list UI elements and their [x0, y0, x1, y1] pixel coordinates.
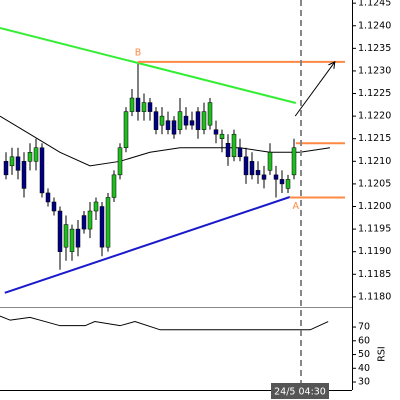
arrow-head	[328, 61, 336, 69]
candle-body	[291, 147, 297, 176]
rsi-tick-label: 60	[358, 335, 370, 346]
rsi-label: RSI	[377, 346, 388, 361]
rsi-line	[0, 315, 329, 331]
candle-body	[189, 120, 195, 126]
candle-body	[57, 210, 63, 252]
candle-body	[207, 102, 213, 126]
candle-body	[273, 174, 279, 180]
candle-body	[213, 129, 219, 135]
trend-line	[0, 27, 297, 104]
candle-body	[111, 174, 117, 198]
candle-body	[21, 161, 27, 189]
candle-body	[171, 120, 177, 135]
candle-body	[81, 215, 87, 230]
y-tick-label: 1.1225	[358, 88, 391, 99]
y-tick-label: 1.1230	[358, 65, 391, 76]
candle-body	[69, 228, 75, 252]
annotation: B	[135, 47, 142, 58]
candle-body	[237, 147, 243, 158]
y-tick-label: 1.1210	[358, 156, 391, 167]
y-tick-label: 1.1205	[358, 178, 391, 189]
candle-body	[3, 161, 9, 176]
candle-body	[219, 133, 225, 139]
candle-body	[135, 97, 141, 112]
candle-body	[9, 156, 15, 167]
candle-body	[231, 133, 237, 158]
y-tick-label: 1.1180	[358, 291, 391, 302]
candle-body	[87, 210, 93, 230]
candle-body	[39, 147, 45, 194]
candle-body	[27, 152, 33, 162]
y-tick-label: 1.1220	[358, 111, 391, 122]
y-tick-label: 1.1215	[358, 133, 391, 144]
rsi-tick-label: 50	[358, 349, 370, 360]
y-tick-label: 1.1235	[358, 43, 391, 54]
candle-body	[159, 115, 165, 126]
candle-body	[93, 201, 99, 212]
projection-arrow	[294, 61, 336, 117]
candle-body	[195, 111, 201, 130]
candle-body	[285, 179, 291, 189]
candle-body	[99, 206, 105, 248]
candle-body	[177, 111, 183, 130]
time-label: 24/5 04:30	[274, 387, 326, 398]
time-label-box	[271, 383, 329, 399]
candle-body	[141, 102, 147, 112]
candle-body	[63, 224, 69, 248]
candle-body	[33, 147, 39, 162]
y-tick-label: 1.1185	[358, 269, 391, 280]
candle-body	[75, 228, 81, 248]
moving-average	[0, 115, 331, 167]
candle-body	[117, 147, 123, 176]
candle-body	[267, 152, 273, 171]
candle-body	[153, 111, 159, 130]
candle-body	[225, 142, 231, 158]
candle-body	[201, 111, 207, 130]
y-tick-label: 1.1195	[358, 224, 391, 235]
trend-line	[4, 196, 291, 294]
annotation: A	[293, 201, 300, 212]
candle-body	[105, 197, 111, 248]
candle-body	[15, 156, 21, 171]
candle-body	[183, 115, 189, 126]
y-tick-label: 1.1245	[358, 0, 391, 9]
candle-body	[147, 102, 153, 112]
candle-body	[255, 170, 261, 176]
candle-body	[249, 161, 255, 176]
candle-body	[51, 201, 57, 212]
candle-body	[243, 156, 249, 176]
rsi-tick-label: 40	[358, 363, 370, 374]
candle-body	[123, 111, 129, 149]
y-tick-label: 1.1200	[358, 201, 391, 212]
y-tick-label: 1.1190	[358, 246, 391, 257]
rsi-tick-label: 70	[358, 322, 370, 333]
candle-body	[129, 97, 135, 112]
candle-body	[165, 120, 171, 130]
candle-body	[261, 174, 267, 180]
y-tick-label: 1.1240	[358, 20, 391, 31]
candle-body	[279, 179, 285, 185]
candle-body	[45, 192, 51, 203]
rsi-tick-label: 30	[358, 377, 370, 388]
